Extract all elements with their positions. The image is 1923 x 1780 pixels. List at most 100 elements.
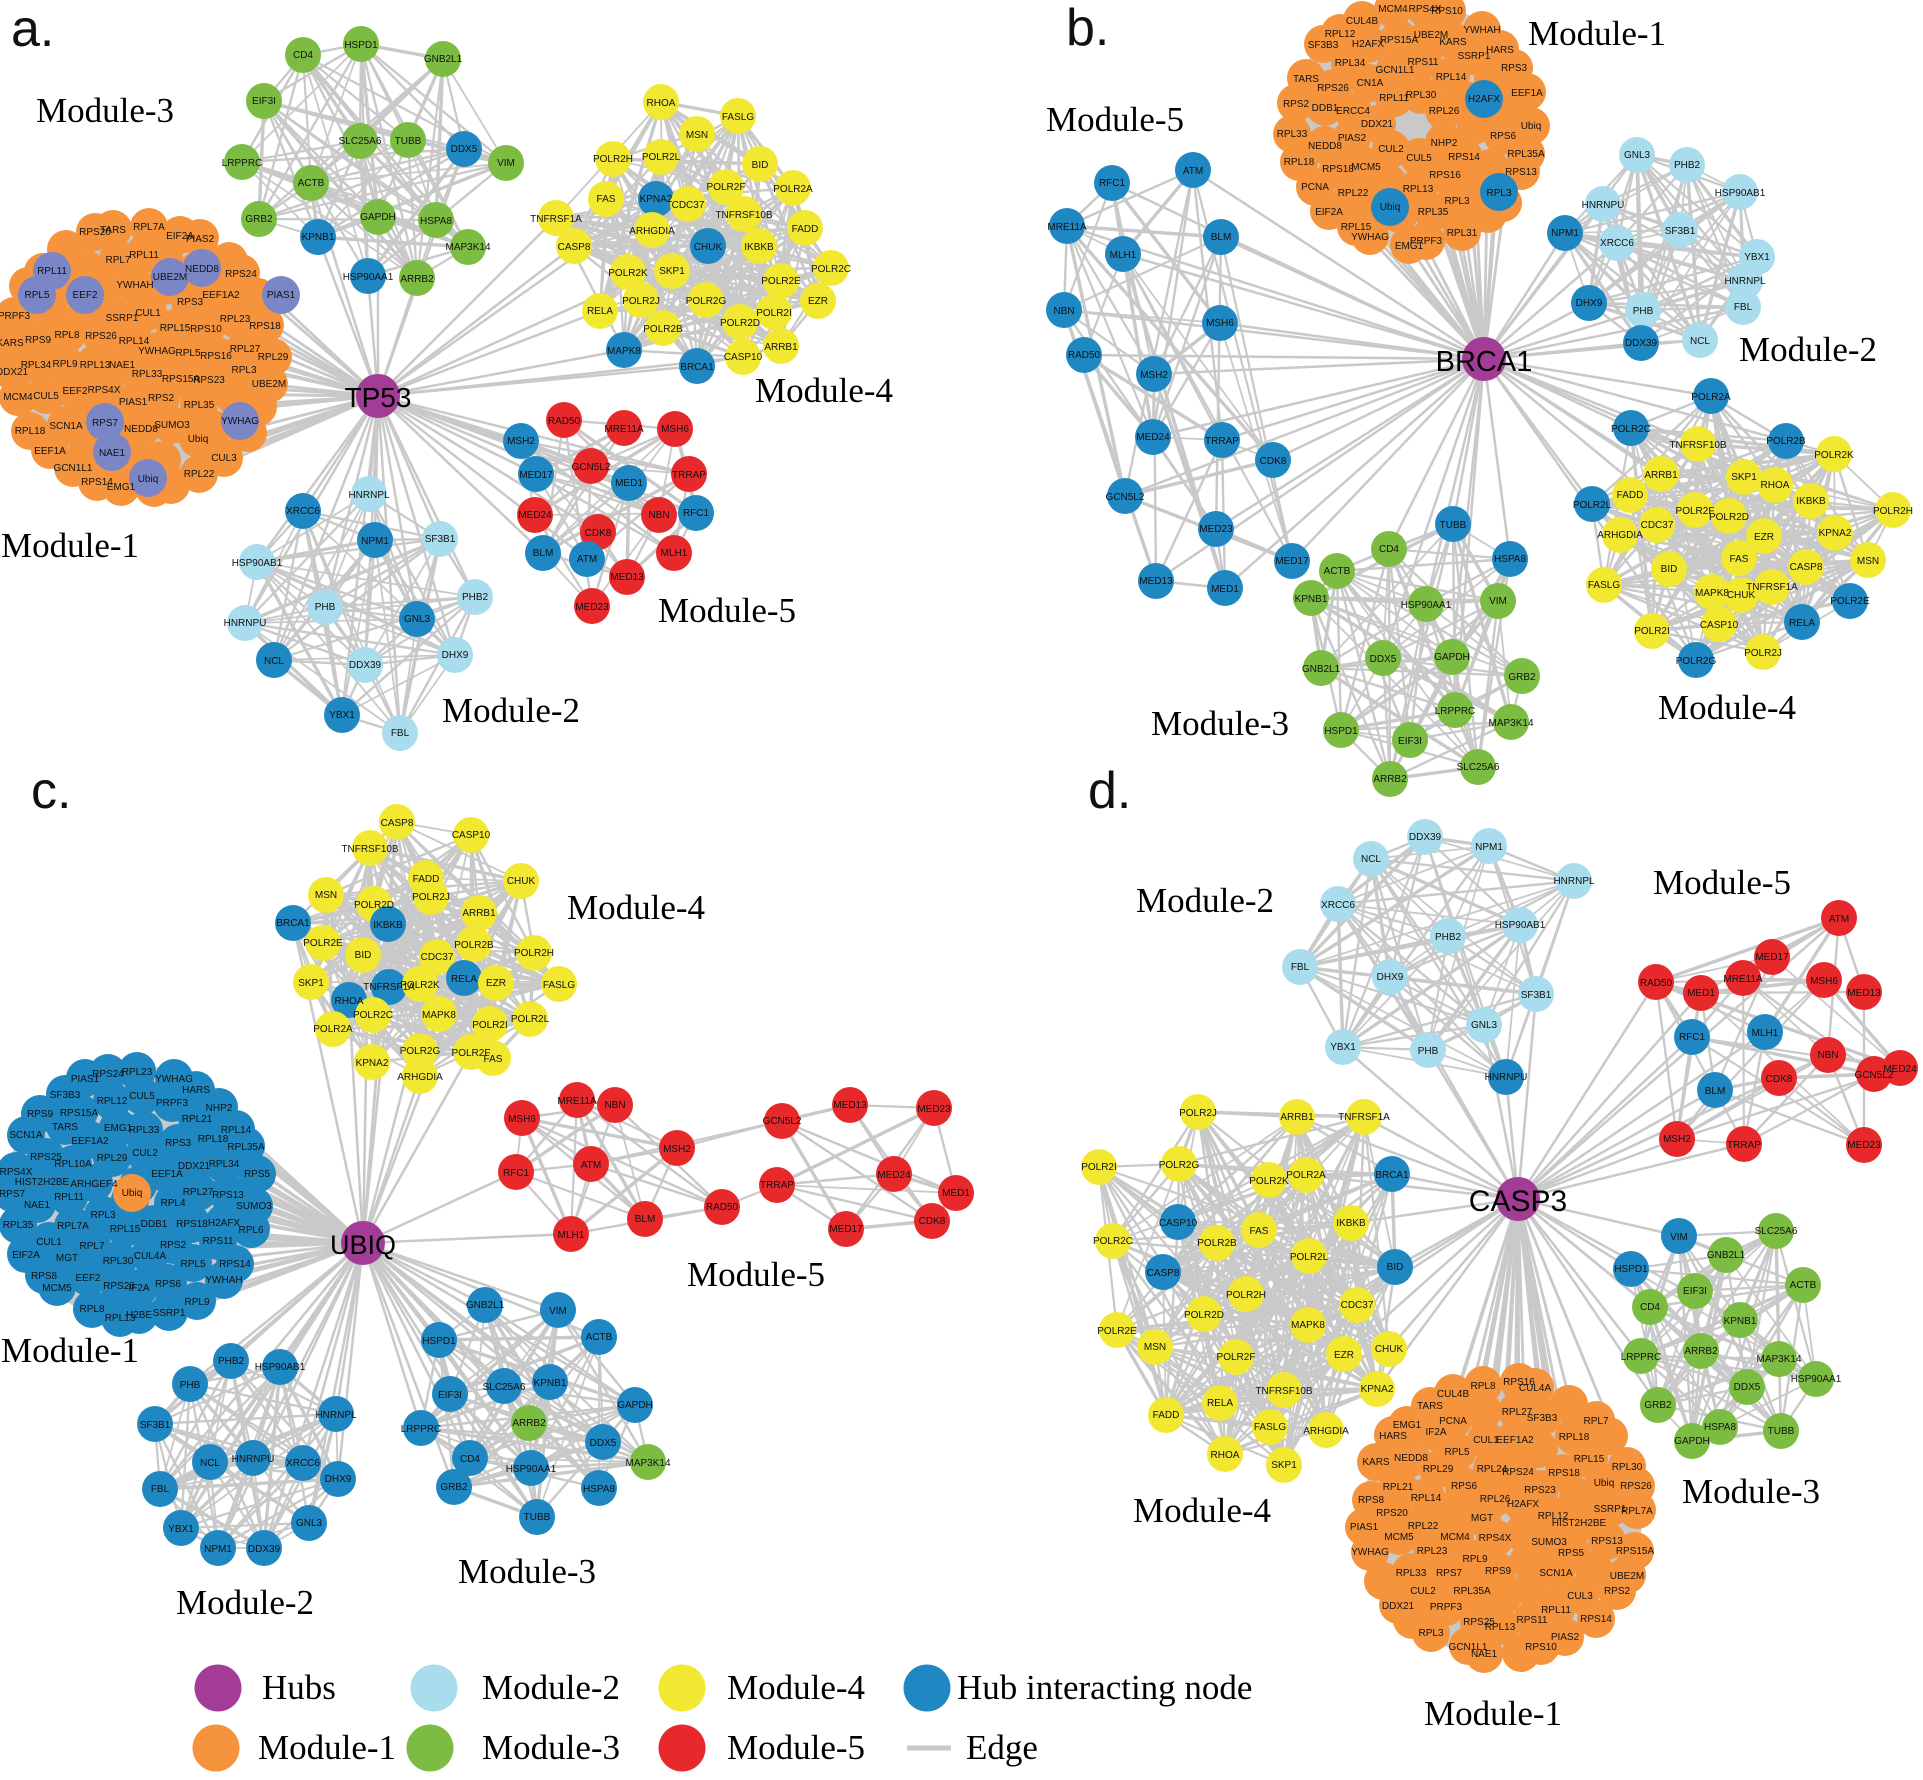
svg-text:SUMO3: SUMO3: [154, 420, 190, 431]
svg-text:RPL34: RPL34: [209, 1159, 240, 1170]
svg-text:PHB: PHB: [1633, 306, 1654, 317]
svg-text:SF3B1: SF3B1: [140, 1420, 171, 1431]
svg-text:NBN: NBN: [648, 510, 669, 521]
svg-text:TNFRSF1A: TNFRSF1A: [1338, 1112, 1390, 1123]
svg-text:YWHAG: YWHAG: [1351, 1547, 1389, 1558]
svg-text:FBL: FBL: [1734, 302, 1753, 313]
svg-text:RPL34: RPL34: [1335, 58, 1366, 69]
svg-text:MED17: MED17: [1275, 556, 1309, 567]
svg-text:CD4: CD4: [1379, 544, 1399, 555]
svg-text:RPL35: RPL35: [184, 400, 215, 411]
svg-text:TRRAP: TRRAP: [760, 1180, 794, 1191]
svg-text:RPS2: RPS2: [148, 393, 175, 404]
svg-text:RELA: RELA: [451, 974, 477, 985]
svg-text:POLR2B: POLR2B: [454, 940, 494, 951]
svg-text:RPS13: RPS13: [1505, 167, 1537, 178]
svg-text:POLR2D: POLR2D: [354, 900, 394, 911]
svg-text:POLR2K: POLR2K: [1249, 1176, 1289, 1187]
svg-text:SKP1: SKP1: [1271, 1460, 1297, 1471]
svg-text:MSH6: MSH6: [508, 1114, 536, 1125]
svg-text:RPS26: RPS26: [85, 331, 117, 342]
svg-text:GNB2L1: GNB2L1: [424, 54, 463, 65]
svg-text:CUL3: CUL3: [211, 453, 237, 464]
svg-text:POLR2K: POLR2K: [400, 980, 440, 991]
svg-text:FASLG: FASLG: [1254, 1422, 1286, 1433]
svg-text:POLR2L: POLR2L: [511, 1014, 550, 1025]
svg-text:LRPPRC: LRPPRC: [1435, 706, 1476, 717]
svg-text:RPS4X: RPS4X: [88, 385, 121, 396]
svg-text:POLR2E: POLR2E: [1097, 1326, 1137, 1337]
svg-text:CASP10: CASP10: [1700, 620, 1739, 631]
svg-text:CASP8: CASP8: [558, 242, 591, 253]
svg-text:MED23: MED23: [1199, 524, 1233, 535]
svg-text:MED24: MED24: [877, 1170, 911, 1181]
svg-text:XRCC6: XRCC6: [286, 1458, 320, 1469]
svg-text:RPS18: RPS18: [176, 1219, 208, 1230]
svg-text:RPL15: RPL15: [110, 1224, 141, 1235]
svg-text:GRB2: GRB2: [1644, 1400, 1672, 1411]
svg-text:RAD50: RAD50: [548, 416, 581, 427]
svg-text:MCM4: MCM4: [1440, 1532, 1470, 1543]
svg-text:KPNB1: KPNB1: [534, 1378, 567, 1389]
svg-text:TUBB: TUBB: [395, 136, 422, 147]
svg-text:RPS16: RPS16: [1429, 170, 1461, 181]
svg-text:XRCC6: XRCC6: [286, 506, 320, 517]
svg-text:RPS7: RPS7: [92, 418, 119, 429]
svg-text:HSP90AB1: HSP90AB1: [232, 558, 283, 569]
svg-text:SF3B3: SF3B3: [50, 1090, 81, 1101]
svg-text:ARRB2: ARRB2: [400, 274, 434, 285]
svg-text:KPNA2: KPNA2: [1819, 528, 1852, 539]
svg-text:POLR2L: POLR2L: [1573, 500, 1612, 511]
svg-text:SLC25A6: SLC25A6: [1755, 1226, 1798, 1237]
svg-text:GNL3: GNL3: [1624, 150, 1651, 161]
svg-text:LRPPRC: LRPPRC: [401, 1424, 442, 1435]
svg-text:RPS9: RPS9: [1485, 1566, 1512, 1577]
svg-text:DDX5: DDX5: [1370, 654, 1397, 665]
svg-text:CDK8: CDK8: [919, 1216, 946, 1227]
svg-text:MCM5: MCM5: [1351, 162, 1381, 173]
svg-text:PRPF3: PRPF3: [0, 311, 31, 322]
svg-text:ARRB1: ARRB1: [764, 342, 798, 353]
svg-text:TNFRSF10B: TNFRSF10B: [341, 844, 399, 855]
svg-text:RPL3: RPL3: [1418, 1628, 1443, 1639]
svg-text:EIF3I: EIF3I: [438, 1390, 462, 1401]
svg-text:NBN: NBN: [1053, 306, 1074, 317]
svg-text:Module-5: Module-5: [687, 1255, 825, 1294]
svg-text:POLR2I: POLR2I: [756, 308, 792, 319]
svg-text:HNRNPU: HNRNPU: [232, 1454, 275, 1465]
svg-text:RPS7: RPS7: [1436, 1568, 1463, 1579]
svg-text:RPL29: RPL29: [97, 1153, 128, 1164]
svg-text:POLR2L: POLR2L: [642, 152, 681, 163]
svg-text:MGT: MGT: [56, 1253, 78, 1264]
svg-text:RPL7A: RPL7A: [133, 222, 165, 233]
svg-text:HSP90AA1: HSP90AA1: [1401, 600, 1452, 611]
svg-text:EZR: EZR: [486, 978, 506, 989]
svg-text:HSPD1: HSPD1: [344, 40, 378, 51]
svg-text:RPS14: RPS14: [1580, 1614, 1612, 1625]
svg-text:EMG1: EMG1: [1393, 1420, 1422, 1431]
svg-text:ATM: ATM: [581, 1160, 601, 1171]
svg-text:RPS2: RPS2: [1604, 1586, 1631, 1597]
svg-text:CASP8: CASP8: [381, 818, 414, 829]
svg-text:POLR2L: POLR2L: [1290, 1252, 1329, 1263]
svg-text:RPL22: RPL22: [1408, 1521, 1439, 1532]
svg-text:CUL1: CUL1: [135, 308, 161, 319]
svg-text:XRCC6: XRCC6: [1321, 900, 1355, 911]
svg-text:RPL3: RPL3: [90, 1210, 115, 1221]
svg-text:HSP90AB1: HSP90AB1: [1715, 188, 1766, 199]
svg-text:Module-1: Module-1: [1528, 14, 1666, 53]
svg-text:RPL7A: RPL7A: [57, 1221, 89, 1232]
svg-text:CUL4A: CUL4A: [134, 1251, 167, 1262]
svg-text:POLR2J: POLR2J: [1744, 648, 1782, 659]
svg-text:PRPF3: PRPF3: [1410, 236, 1443, 247]
svg-text:RPL18: RPL18: [15, 426, 46, 437]
svg-text:MSN: MSN: [315, 890, 337, 901]
svg-text:GCN5L2: GCN5L2: [1106, 492, 1145, 503]
svg-text:FAS: FAS: [597, 194, 616, 205]
svg-text:ARHGDIA: ARHGDIA: [1597, 530, 1643, 541]
svg-text:PHB: PHB: [1418, 1046, 1439, 1057]
svg-text:a.: a.: [11, 0, 54, 58]
svg-text:POLR2H: POLR2H: [1226, 1290, 1266, 1301]
svg-text:UBE2M: UBE2M: [1414, 30, 1448, 41]
svg-text:RPL27: RPL27: [183, 1187, 214, 1198]
